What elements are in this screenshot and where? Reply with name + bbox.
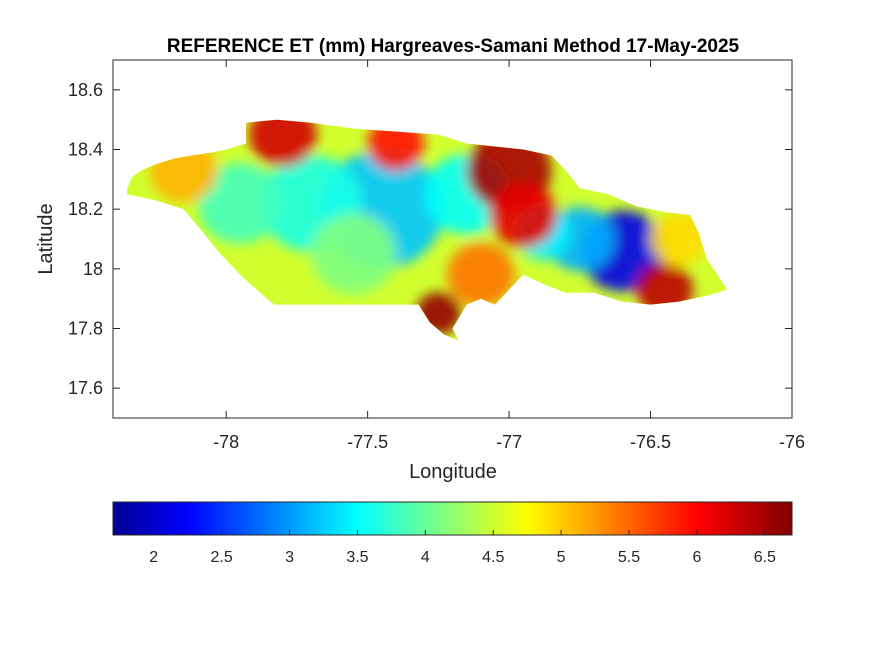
colorbar-tick-label: 4 <box>421 549 430 566</box>
colorbar-ticks: 2 2.5 3 3.5 4 4.5 5 5.5 6 6.5 <box>149 530 776 566</box>
y-tick-label: 17.8 <box>68 319 103 339</box>
y-tick-label: 18.6 <box>68 80 103 100</box>
colorbar-tick-label: 6.5 <box>754 549 776 566</box>
colorbar-tick-label: 5 <box>557 549 566 566</box>
y-axis-ticks: 17.6 17.8 18 18.2 18.4 18.6 <box>68 80 792 398</box>
colorbar-tick-label: 2 <box>149 549 158 566</box>
x-tick-label: -76 <box>779 432 805 452</box>
chart-title: REFERENCE ET (mm) Hargreaves-Samani Meth… <box>167 36 740 57</box>
colorbar-tick-label: 4.5 <box>482 549 504 566</box>
value-blob-14 <box>446 242 515 307</box>
y-tick-label: 18.2 <box>68 199 103 219</box>
x-tick-label: -78 <box>213 432 239 452</box>
colorbar-tick-label: 5.5 <box>618 549 640 566</box>
y-axis-label: Latitude <box>35 203 57 274</box>
value-blob-3 <box>311 213 396 295</box>
colorbar-tick-label: 2.5 <box>211 549 233 566</box>
colorbar-tick-label: 3.5 <box>346 549 368 566</box>
x-tick-label: -77 <box>496 432 522 452</box>
y-tick-label: 17.6 <box>68 378 103 398</box>
x-axis-label: Longitude <box>409 461 497 483</box>
colorbar <box>112 501 793 536</box>
value-blob-16 <box>650 212 708 266</box>
value-blob-2 <box>197 162 283 244</box>
y-tick-label: 18.4 <box>68 140 103 160</box>
value-blobs <box>149 119 708 336</box>
x-tick-label: -76.5 <box>630 432 671 452</box>
x-axis-ticks: -78 -77.5 -77 -76.5 -76 <box>213 60 805 452</box>
x-tick-label: -77.5 <box>347 432 388 452</box>
value-blob-8 <box>248 119 317 167</box>
colorbar-tick-label: 6 <box>692 549 701 566</box>
colorbar-tick-label: 3 <box>285 549 294 566</box>
et-field <box>127 119 727 341</box>
y-tick-label: 18 <box>83 259 103 279</box>
value-blob-11 <box>489 182 558 248</box>
